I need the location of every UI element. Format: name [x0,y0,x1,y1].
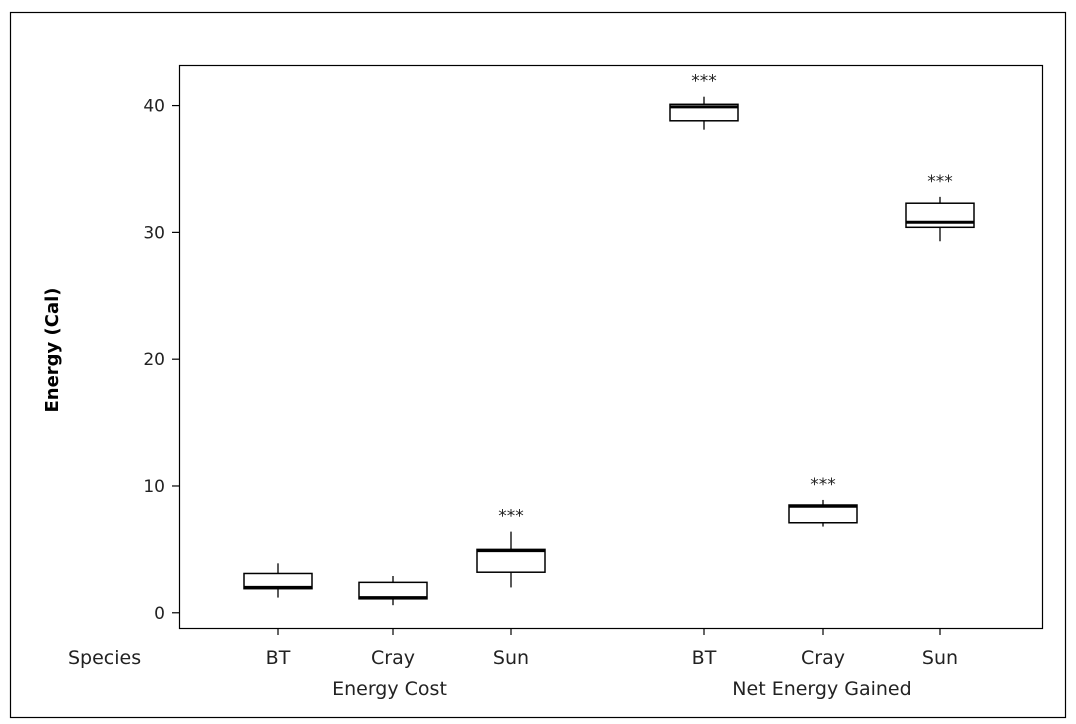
category-label: Sun [922,647,958,669]
box-cray-net-energy: *** [788,475,858,527]
species-row-label: Species [68,647,141,669]
category-label: BT [266,647,291,669]
box-series: *** *** *** *** [243,72,975,606]
y-axis-title: Energy (Cal) [42,287,63,412]
iqr-box [669,103,739,122]
group-label: Net Energy Gained [732,678,911,700]
group-label: Energy Cost [332,678,447,700]
x-axis-labels: BT Cray Sun BT Cray Sun Energy Cost Net Energy … [266,628,958,700]
y-tick-label: 40 [143,97,165,117]
y-axis: 0 10 20 30 40 [143,97,180,624]
significance-label: *** [691,72,717,92]
iqr-box [476,548,546,573]
category-label: BT [692,647,717,669]
box-cray-energy-cost [358,576,428,606]
significance-label: *** [810,475,836,495]
box-sun-net-energy: *** [905,172,975,242]
category-label: Sun [493,647,529,669]
category-label: Cray [371,647,415,669]
box-bt-net-energy: *** [669,72,739,130]
box-sun-energy-cost: *** [476,507,546,588]
y-tick-label: 20 [143,350,165,370]
y-tick-label: 10 [143,477,165,497]
plot-area [178,64,1044,630]
box-bt-energy-cost [243,563,313,598]
significance-label: *** [498,507,524,527]
significance-label: *** [927,172,953,192]
y-tick-label: 30 [143,223,165,243]
y-tick-label: 0 [154,604,165,624]
category-label: Cray [801,647,845,669]
